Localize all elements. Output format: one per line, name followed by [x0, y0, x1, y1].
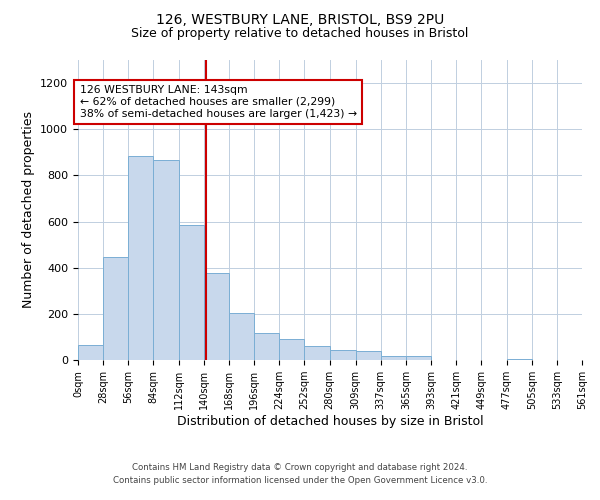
Bar	[329, 350, 356, 360]
Text: 126, WESTBURY LANE, BRISTOL, BS9 2PU: 126, WESTBURY LANE, BRISTOL, BS9 2PU	[156, 12, 444, 26]
Bar	[154, 160, 179, 360]
Bar	[506, 359, 532, 360]
Text: 126 WESTBURY LANE: 143sqm
← 62% of detached houses are smaller (2,299)
38% of se: 126 WESTBURY LANE: 143sqm ← 62% of detac…	[80, 86, 357, 118]
Bar	[356, 351, 381, 360]
Bar	[204, 274, 229, 360]
Text: Contains public sector information licensed under the Open Government Licence v3: Contains public sector information licen…	[113, 476, 487, 485]
Bar	[254, 334, 279, 360]
Bar	[279, 339, 304, 360]
Text: Contains HM Land Registry data © Crown copyright and database right 2024.: Contains HM Land Registry data © Crown c…	[132, 464, 468, 472]
X-axis label: Distribution of detached houses by size in Bristol: Distribution of detached houses by size …	[176, 415, 484, 428]
Bar	[179, 225, 204, 360]
Bar	[304, 346, 329, 360]
Y-axis label: Number of detached properties: Number of detached properties	[22, 112, 35, 308]
Bar	[406, 356, 431, 360]
Bar	[229, 312, 254, 360]
Bar	[381, 356, 406, 360]
Bar	[103, 258, 128, 360]
Text: Size of property relative to detached houses in Bristol: Size of property relative to detached ho…	[131, 28, 469, 40]
Bar	[128, 156, 154, 360]
Bar	[78, 345, 103, 360]
